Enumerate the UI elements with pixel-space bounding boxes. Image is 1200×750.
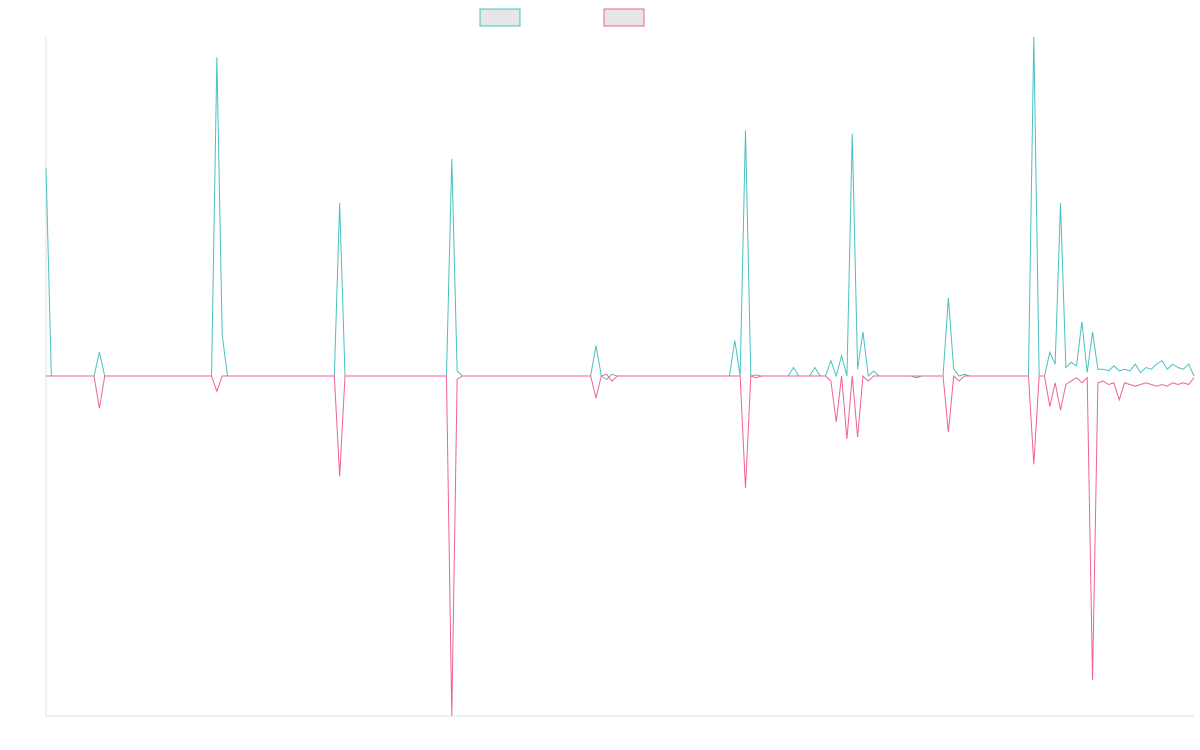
legend — [479, 8, 645, 27]
legend-swatch-series-2[interactable] — [603, 8, 645, 27]
plot-area — [45, 36, 1195, 717]
series-line-2 — [46, 373, 1195, 717]
series-line-1 — [45, 36, 1195, 381]
legend-swatch-series-1[interactable] — [479, 8, 521, 27]
